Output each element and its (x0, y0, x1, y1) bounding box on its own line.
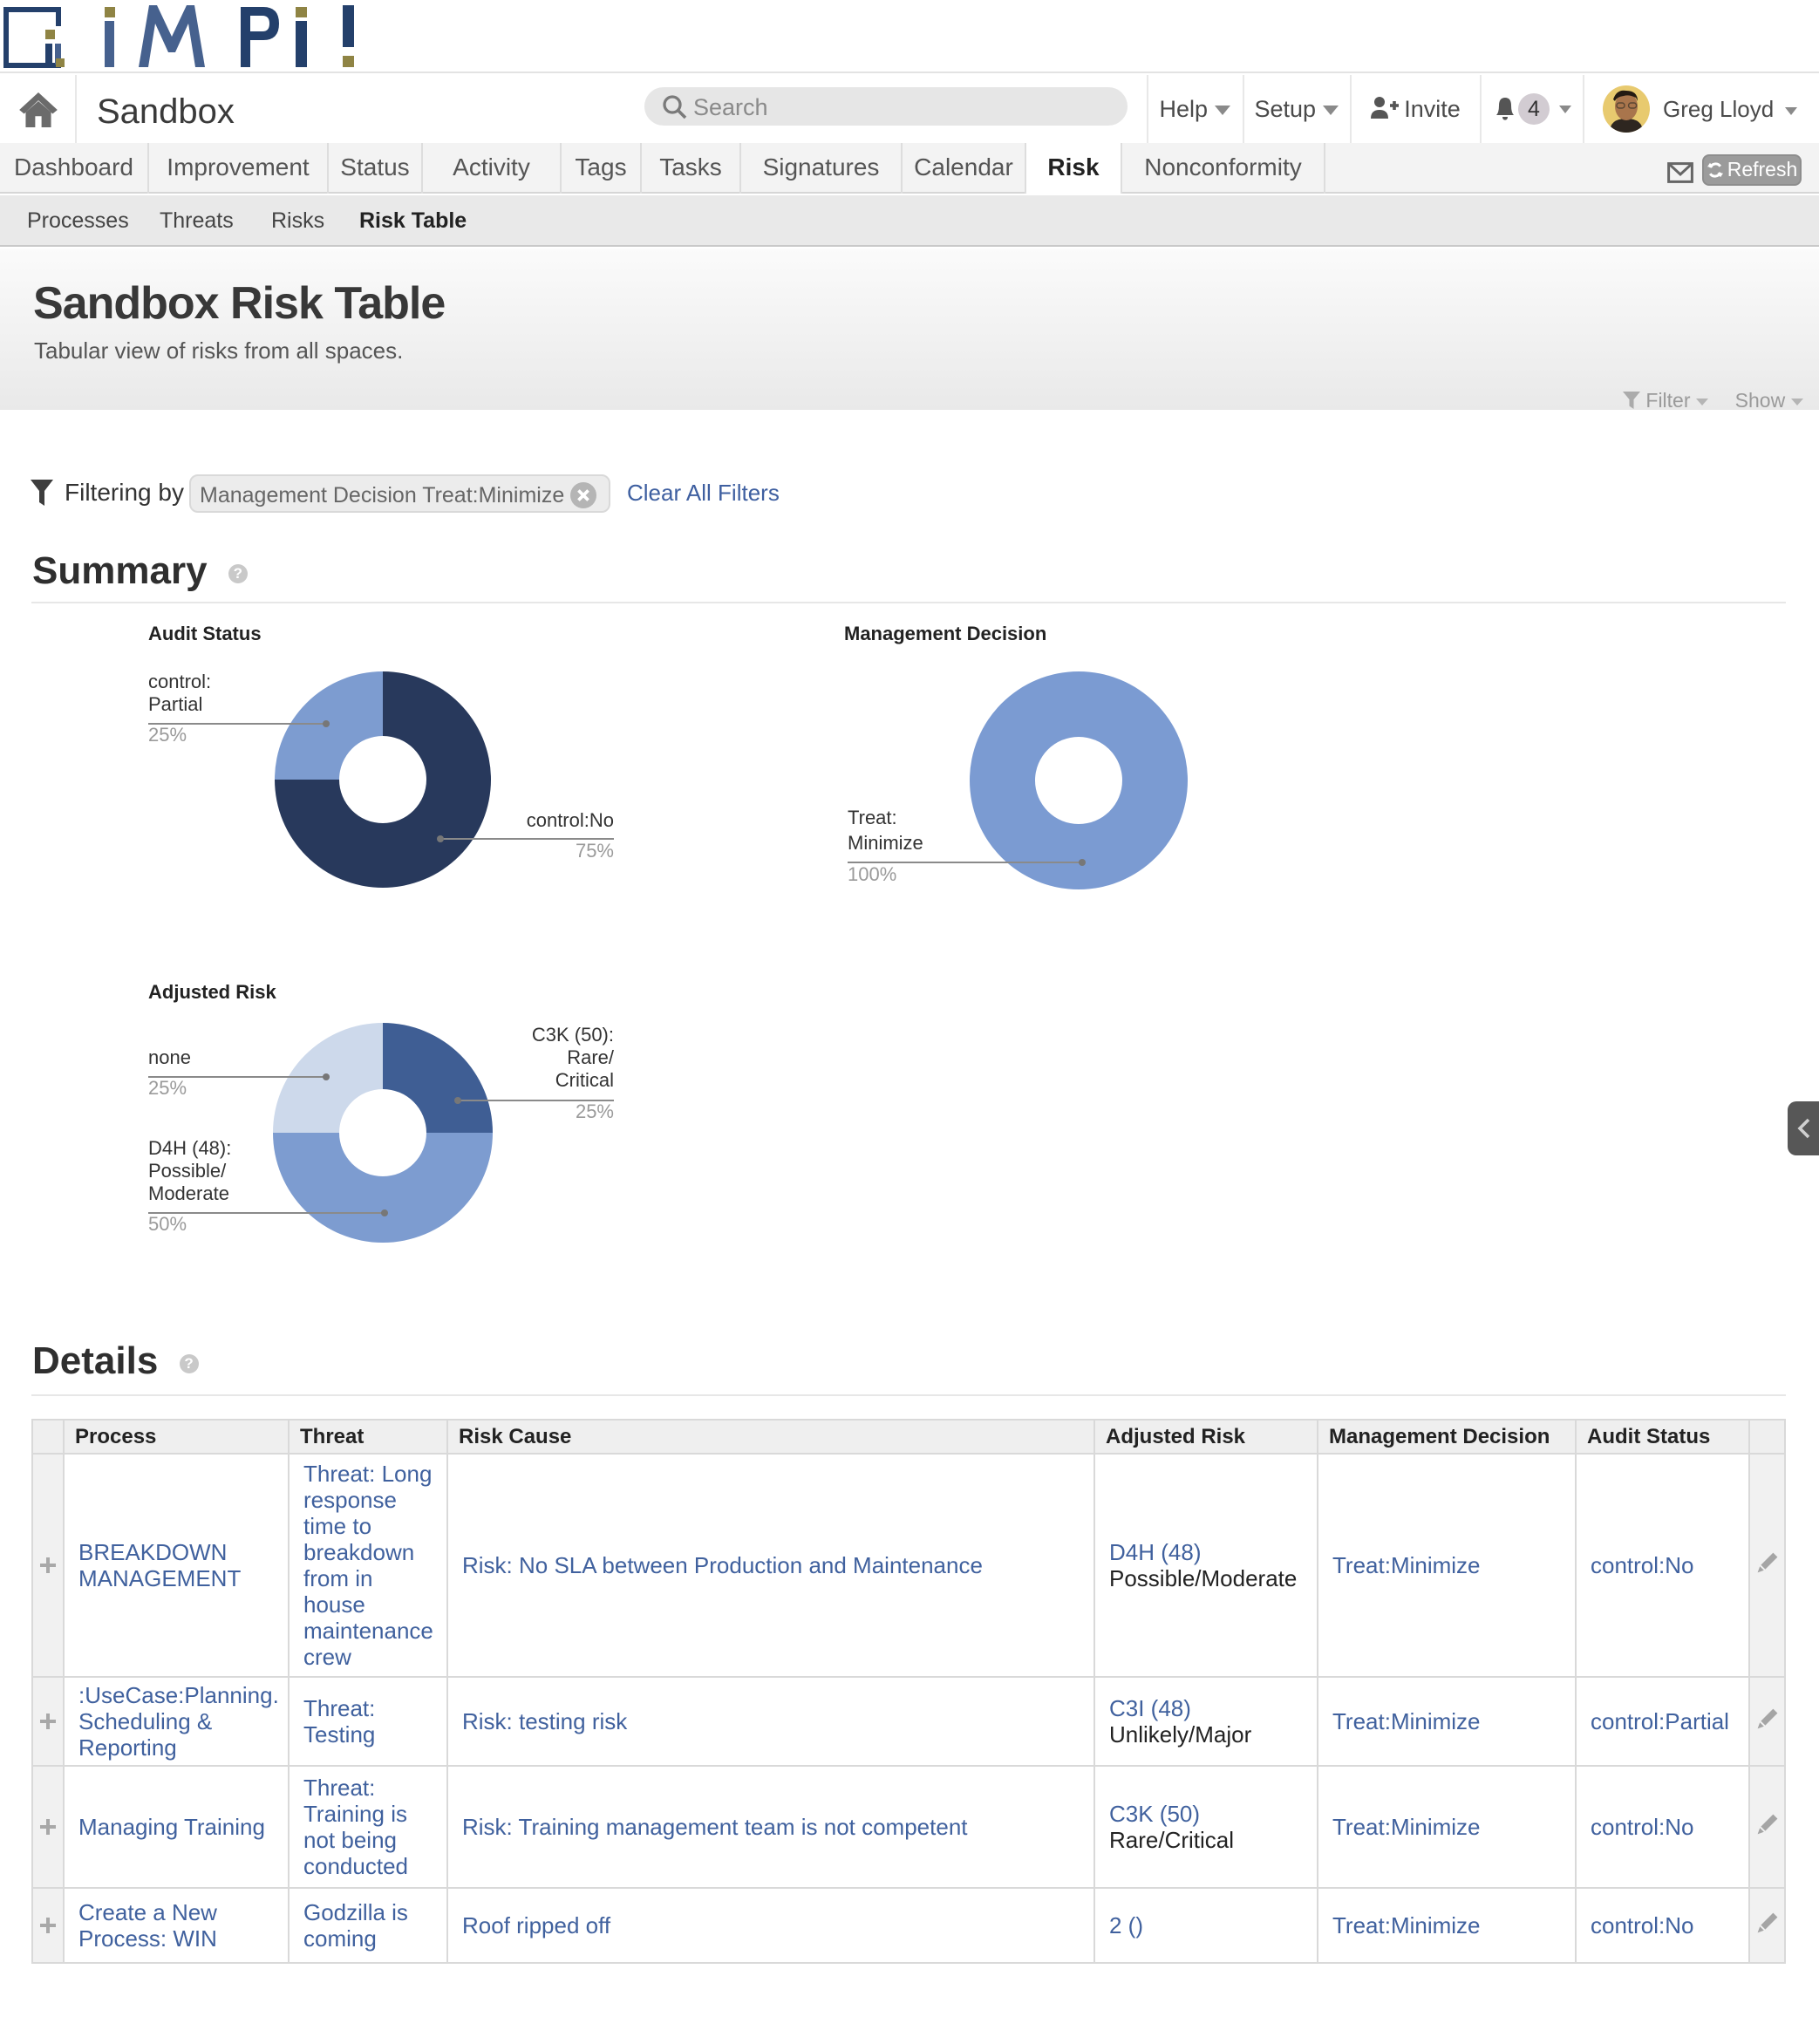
svg-text:50%: 50% (148, 1213, 187, 1235)
svg-text:Minimize: Minimize (848, 832, 923, 854)
svg-text:control:No: control:No (527, 809, 614, 831)
svg-text:Management Decision: Management Decision (844, 623, 1046, 644)
svg-text:Moderate: Moderate (148, 1182, 229, 1204)
svg-text:25%: 25% (148, 1077, 187, 1099)
svg-text:control:: control: (148, 671, 211, 692)
svg-text:100%: 100% (848, 863, 896, 885)
svg-text:Partial: Partial (148, 693, 202, 715)
svg-text:none: none (148, 1046, 191, 1068)
svg-text:Adjusted Risk: Adjusted Risk (148, 981, 276, 1003)
svg-text:25%: 25% (576, 1100, 614, 1122)
svg-text:Rare/: Rare/ (567, 1046, 615, 1068)
svg-text:C3K (50):: C3K (50): (532, 1024, 614, 1046)
svg-text:75%: 75% (576, 840, 614, 862)
svg-text:25%: 25% (148, 724, 187, 746)
svg-text:Treat:: Treat: (848, 807, 897, 828)
svg-text:D4H (48):: D4H (48): (148, 1137, 231, 1159)
svg-text:Audit Status: Audit Status (148, 623, 262, 644)
svg-text:Possible/: Possible/ (148, 1160, 227, 1182)
svg-text:Critical: Critical (555, 1069, 614, 1091)
